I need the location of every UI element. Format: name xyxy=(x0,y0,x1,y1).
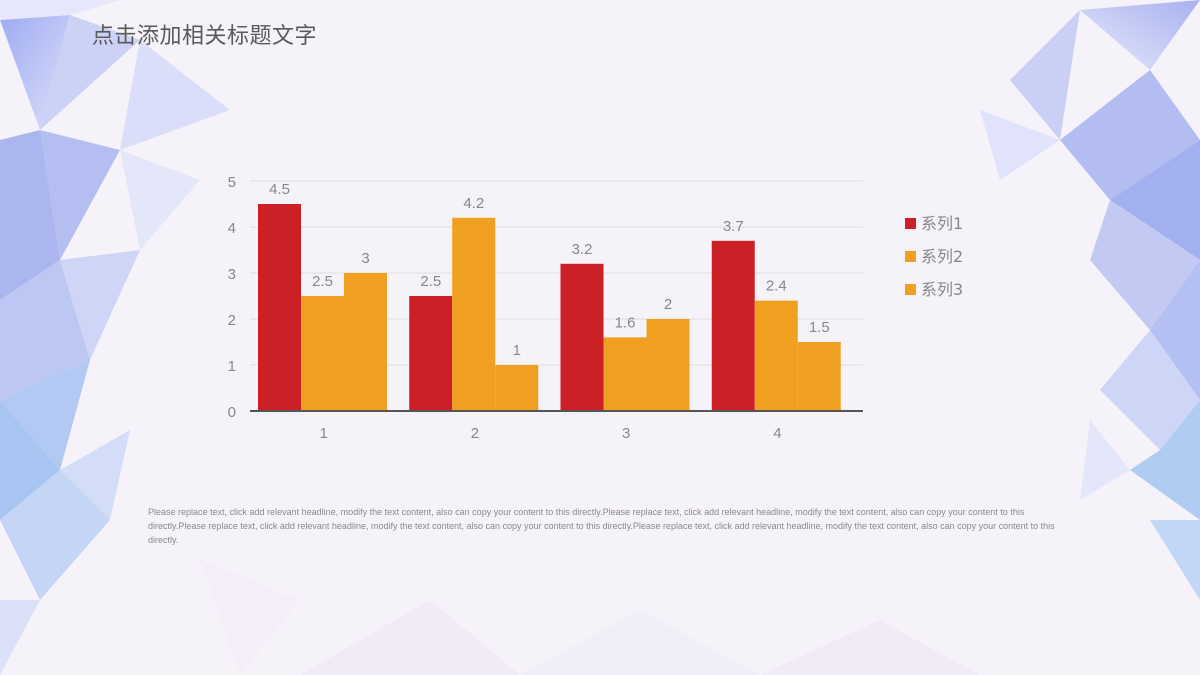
legend-label-2: 系列2 xyxy=(921,247,963,266)
y-tick-label: 4 xyxy=(228,220,236,237)
bar-3-2 xyxy=(495,365,539,411)
bar-2-2 xyxy=(452,217,496,411)
bar-1-4 xyxy=(711,240,755,411)
data-label: 2.4 xyxy=(766,278,787,295)
bar-3-4 xyxy=(797,342,841,411)
data-label: 3.2 xyxy=(572,241,593,258)
bar-1-2 xyxy=(409,296,453,411)
bar-2-3 xyxy=(603,337,647,411)
bar-3-1 xyxy=(344,273,387,411)
x-tick-label: 2 xyxy=(471,425,479,442)
bar-3-3 xyxy=(646,319,690,411)
y-tick-label: 2 xyxy=(228,312,236,329)
legend-swatch-1 xyxy=(905,218,916,229)
y-tick-label: 1 xyxy=(228,358,236,375)
data-label: 2.5 xyxy=(420,273,441,290)
bar-2-1 xyxy=(301,296,344,411)
data-label: 1.5 xyxy=(809,319,830,336)
bar-1-3 xyxy=(560,263,604,411)
data-label: 2 xyxy=(664,296,672,313)
data-label: 3 xyxy=(361,250,369,267)
bar-1-1 xyxy=(258,204,301,411)
bar-2-4 xyxy=(754,300,798,411)
legend-swatch-2 xyxy=(905,251,916,262)
y-tick-label: 0 xyxy=(228,404,236,421)
legend-swatch-3 xyxy=(905,284,916,295)
x-tick-label: 4 xyxy=(773,425,781,442)
legend-label-3: 系列3 xyxy=(921,280,963,299)
body-text: Please replace text, click add relevant … xyxy=(148,507,1055,545)
data-label: 1 xyxy=(513,342,521,359)
data-label: 2.5 xyxy=(312,273,333,290)
y-tick-label: 3 xyxy=(228,266,236,283)
data-label: 4.5 xyxy=(269,181,290,198)
x-tick-label: 3 xyxy=(622,425,630,442)
slide-title: 点击添加相关标题文字 xyxy=(92,24,318,49)
legend-label-1: 系列1 xyxy=(921,214,963,233)
y-tick-label: 5 xyxy=(228,174,236,191)
x-tick-label: 1 xyxy=(319,425,327,442)
data-label: 3.7 xyxy=(723,218,744,235)
data-label: 4.2 xyxy=(463,195,484,212)
data-label: 1.6 xyxy=(615,314,636,331)
